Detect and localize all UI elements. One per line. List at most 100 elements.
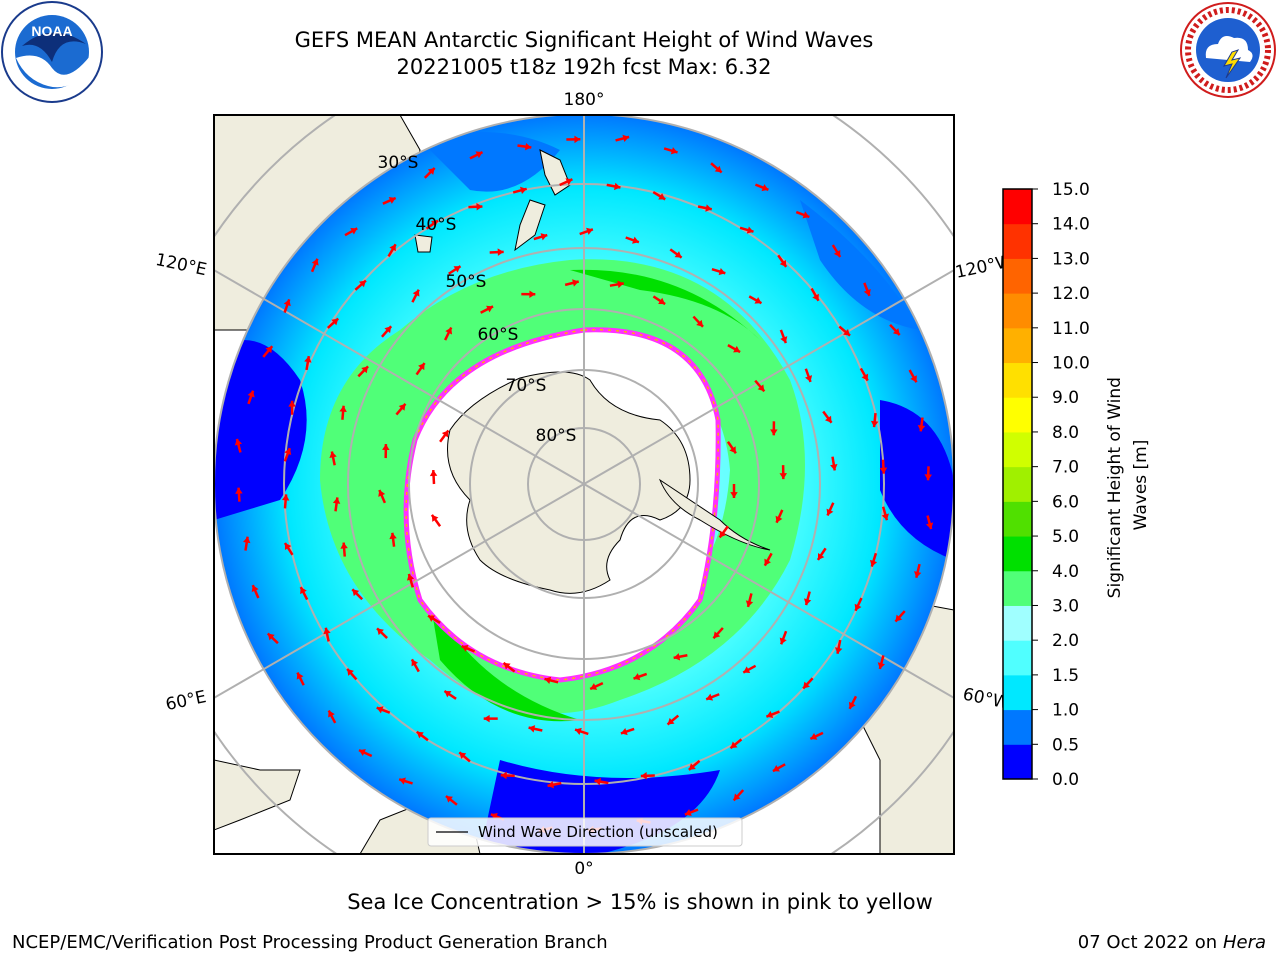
wave-direction-arrowhead — [411, 659, 419, 667]
wave-direction-arrowhead — [879, 467, 888, 474]
wave-direction-arrowhead — [540, 233, 548, 241]
colorbar-segment — [1003, 293, 1032, 329]
wave-direction-arrowhead — [766, 711, 774, 719]
wave-direction-arrowhead — [490, 813, 498, 820]
wave-direction-arrowhead — [802, 211, 810, 219]
wave-direction-arrowhead — [389, 532, 397, 540]
wave-direction-arrowhead — [746, 226, 754, 234]
wave-direction-arrowhead — [243, 536, 251, 544]
wave-direction-arrowhead — [430, 220, 438, 228]
colorbar-tick-label: 12.0 — [1052, 284, 1090, 304]
colorbar-segment — [1003, 674, 1032, 711]
wave-direction-arrowhead — [377, 628, 384, 636]
wave-direction-arrowhead — [824, 415, 832, 423]
wave-direction-arrowhead — [667, 717, 675, 725]
colorbar-segment — [1003, 640, 1032, 676]
wave-direction-arrowhead — [497, 248, 504, 256]
wave-direction-arrowhead — [924, 474, 932, 481]
wave-direction-arrowhead — [848, 701, 856, 709]
wave-direction-arrowhead — [658, 297, 666, 305]
wave-direction-arrowhead — [247, 390, 255, 398]
wave-direction-arrowhead — [779, 637, 787, 645]
colorbar-frame — [1002, 188, 1033, 780]
wave-direction-arrowhead — [283, 299, 291, 307]
wave-direction-arrowhead — [445, 327, 453, 335]
lat-label-40s: 40°S — [416, 215, 457, 235]
colorbar-tick-label: 1.5 — [1052, 666, 1079, 686]
wave-direction-arrowhead — [428, 615, 436, 622]
colorbar-tick-label: 0.5 — [1052, 735, 1079, 755]
wave-direction-arrowhead — [910, 375, 917, 383]
lon-label-0: 0° — [574, 859, 593, 879]
wave-direction-arrowhead — [284, 448, 292, 456]
wave-direction-arrowhead — [730, 492, 738, 498]
lon-label-180: 180° — [564, 90, 605, 110]
wave-direction-arrowhead — [895, 614, 903, 622]
wave-direction-arrowhead — [347, 668, 354, 676]
wave-direction-arrowhead — [475, 151, 483, 159]
wave-direction-arrowhead — [877, 662, 885, 669]
noaa-logo-text: NOAA — [31, 23, 72, 39]
wave-direction-arrowhead — [296, 672, 304, 680]
wave-direction-arrowhead — [544, 676, 552, 684]
wave-direction-arrowhead — [524, 142, 532, 151]
wave-direction-arrowhead — [770, 429, 778, 436]
wave-direction-arrowhead — [633, 673, 641, 681]
wave-direction-arrowhead — [620, 727, 628, 736]
wave-direction-arrowhead — [803, 681, 810, 689]
wave-direction-arrowhead — [361, 366, 369, 374]
wave-direction-arrowhead — [733, 793, 741, 801]
chart-title: GEFS MEAN Antarctic Significant Height o… — [294, 28, 874, 52]
colorbar-segment — [1003, 709, 1032, 745]
wave-direction-arrowhead — [572, 279, 579, 287]
wave-direction-arrowhead — [714, 165, 722, 173]
colorbar-tick-label: 5.0 — [1052, 527, 1079, 547]
wave-direction-arrowhead — [761, 184, 769, 192]
colorbar-segment — [1003, 466, 1032, 502]
wave-direction-arrowhead — [743, 666, 751, 674]
colorbar-tick-label: 15.0 — [1052, 180, 1090, 200]
map-legend: Wind Wave Direction (unscaled) — [427, 817, 743, 847]
colorbar-tick-label: 3.0 — [1052, 596, 1079, 616]
wave-direction-arrowhead — [329, 451, 337, 459]
wave-direction-arrowhead — [719, 530, 727, 538]
wave-direction-arrowhead — [914, 571, 922, 578]
colorbar-segment — [1003, 501, 1032, 537]
wave-direction-arrowhead — [288, 400, 296, 407]
wave-direction-arrowhead — [705, 204, 712, 212]
wind-wave-arrows — [234, 134, 934, 834]
wave-direction-arrowhead — [658, 193, 666, 200]
colorbar-segment — [1003, 258, 1032, 294]
wave-direction-arrowhead — [429, 470, 438, 477]
wave-direction-arrowhead — [779, 259, 787, 267]
wave-direction-arrowhead — [378, 489, 386, 497]
wave-direction-arrowhead — [418, 363, 425, 371]
colorbar-segment — [1003, 744, 1032, 780]
wave-direction-arrowhead — [892, 328, 900, 335]
wave-direction-arrowhead — [339, 405, 347, 412]
wave-direction-arrowhead — [388, 196, 396, 204]
wave-direction-arrowhead — [389, 244, 396, 252]
colorbar-label: Significant Height of Wind Waves [m] — [1105, 372, 1151, 599]
wave-direction-arrowhead — [520, 186, 527, 194]
colorbar-tick-label: 7.0 — [1052, 458, 1079, 478]
wave-direction-arrowhead — [833, 249, 841, 257]
colorbar-tick-label: 2.0 — [1052, 631, 1079, 651]
map-frame — [213, 114, 955, 855]
wave-direction-arrowhead — [854, 603, 862, 611]
wave-direction-arrowhead — [696, 319, 704, 327]
noaa-logo: NOAA — [1, 1, 103, 103]
wave-direction-arrowhead — [688, 763, 696, 770]
colorbar-tick-label: 0.0 — [1052, 770, 1079, 790]
wave-direction-arrowhead — [412, 289, 420, 297]
wave-direction-arrowhead — [445, 796, 453, 803]
antarctica-landmass — [447, 371, 691, 594]
wave-direction-arrowhead — [547, 781, 555, 789]
wave-direction-arrowhead — [453, 266, 461, 273]
wave-direction-arrowhead — [925, 522, 934, 530]
colorbar-tick-label: 4.0 — [1052, 562, 1079, 582]
lon-label-60e: 60°E — [164, 687, 208, 715]
wave-direction-arrowhead — [810, 732, 818, 740]
wave-direction-arrowhead — [834, 647, 843, 654]
wave-direction-arrowhead — [304, 356, 312, 363]
